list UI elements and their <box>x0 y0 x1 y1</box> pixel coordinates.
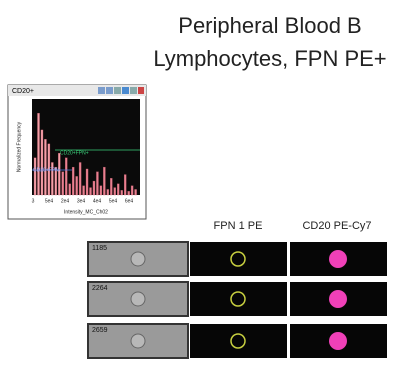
histogram-bar <box>92 180 96 196</box>
tool[interactable] <box>114 87 121 94</box>
cell <box>130 251 146 267</box>
x-tick-label: 5e4 <box>109 198 118 204</box>
x-tick-label: 3 <box>32 198 35 204</box>
gate-label: CD20+FPN- <box>33 167 61 173</box>
histogram-bar <box>65 157 68 196</box>
fpn-image[interactable] <box>190 242 287 276</box>
tool[interactable] <box>122 87 129 94</box>
histogram-bar <box>61 171 64 196</box>
histogram-bar <box>134 189 137 196</box>
histogram-bar <box>103 166 106 196</box>
histogram-bar <box>89 187 92 196</box>
histogram-bar <box>54 166 58 196</box>
close[interactable] <box>138 87 144 94</box>
title-line: Peripheral Blood B <box>178 13 361 38</box>
histogram-bar <box>110 178 113 196</box>
fpn-image[interactable] <box>190 282 287 316</box>
window-title: CD20+ <box>12 88 34 95</box>
gate-label: CD20+FPN+ <box>60 150 89 156</box>
event-id: 2264 <box>92 285 108 292</box>
histogram-bar <box>68 183 71 196</box>
title-line: Lymphocytes, FPN PE+ <box>153 46 386 71</box>
histogram-bar <box>130 185 134 196</box>
histogram-bar <box>113 187 116 196</box>
histogram-bar <box>47 143 51 196</box>
cd20-signal <box>329 290 347 308</box>
histogram-bar <box>127 191 130 196</box>
cell <box>130 333 146 349</box>
cd20-signal <box>329 332 347 350</box>
histogram-bar <box>44 139 47 196</box>
window-titlebar <box>8 85 146 96</box>
event-id: 2659 <box>92 327 108 334</box>
x-tick-label: 5e4 <box>45 198 54 204</box>
histogram-bar <box>82 185 85 196</box>
x-tick-label: 4e4 <box>93 198 102 204</box>
histogram-bar <box>78 162 82 196</box>
gallery: FPN 1 PE CD20 PE-Cy7 <box>214 220 372 232</box>
histogram-bar <box>58 152 61 196</box>
fpn-signal <box>230 251 246 267</box>
fpn-signal <box>230 291 246 307</box>
fpn-image[interactable] <box>190 324 287 358</box>
cd20-signal <box>329 250 347 268</box>
y-axis-label: Normalized Frequency <box>16 121 22 172</box>
histogram-bar <box>123 174 127 196</box>
x-axis-label: Intensity_MC_Ch02 <box>64 209 108 215</box>
fpn-signal <box>230 333 246 349</box>
histogram-bar <box>40 129 44 196</box>
histogram-bar <box>75 176 78 196</box>
histogram-bar <box>33 157 37 196</box>
column-header: CD20 PE-Cy7 <box>302 220 371 232</box>
histogram-bar <box>117 183 120 196</box>
histogram-bar <box>99 185 103 196</box>
x-tick-label: 3e4 <box>77 198 86 204</box>
x-tick-label: 6e4 <box>125 198 134 204</box>
tool[interactable] <box>130 87 137 94</box>
event-id: 1185 <box>92 245 107 252</box>
cell <box>130 291 146 307</box>
column-header: FPN 1 PE <box>214 220 263 232</box>
x-tick-label: 2e4 <box>61 198 70 204</box>
histogram-bar <box>51 162 54 196</box>
zoom-in[interactable] <box>98 87 105 94</box>
toolbar[interactable] <box>98 87 144 94</box>
histogram-bar <box>71 166 75 196</box>
histogram-bar <box>120 190 123 196</box>
histogram-bar <box>37 113 40 196</box>
histogram-bar <box>106 189 110 196</box>
histogram-bar <box>96 171 99 196</box>
zoom-out[interactable] <box>106 87 113 94</box>
histogram-bar <box>85 168 89 196</box>
